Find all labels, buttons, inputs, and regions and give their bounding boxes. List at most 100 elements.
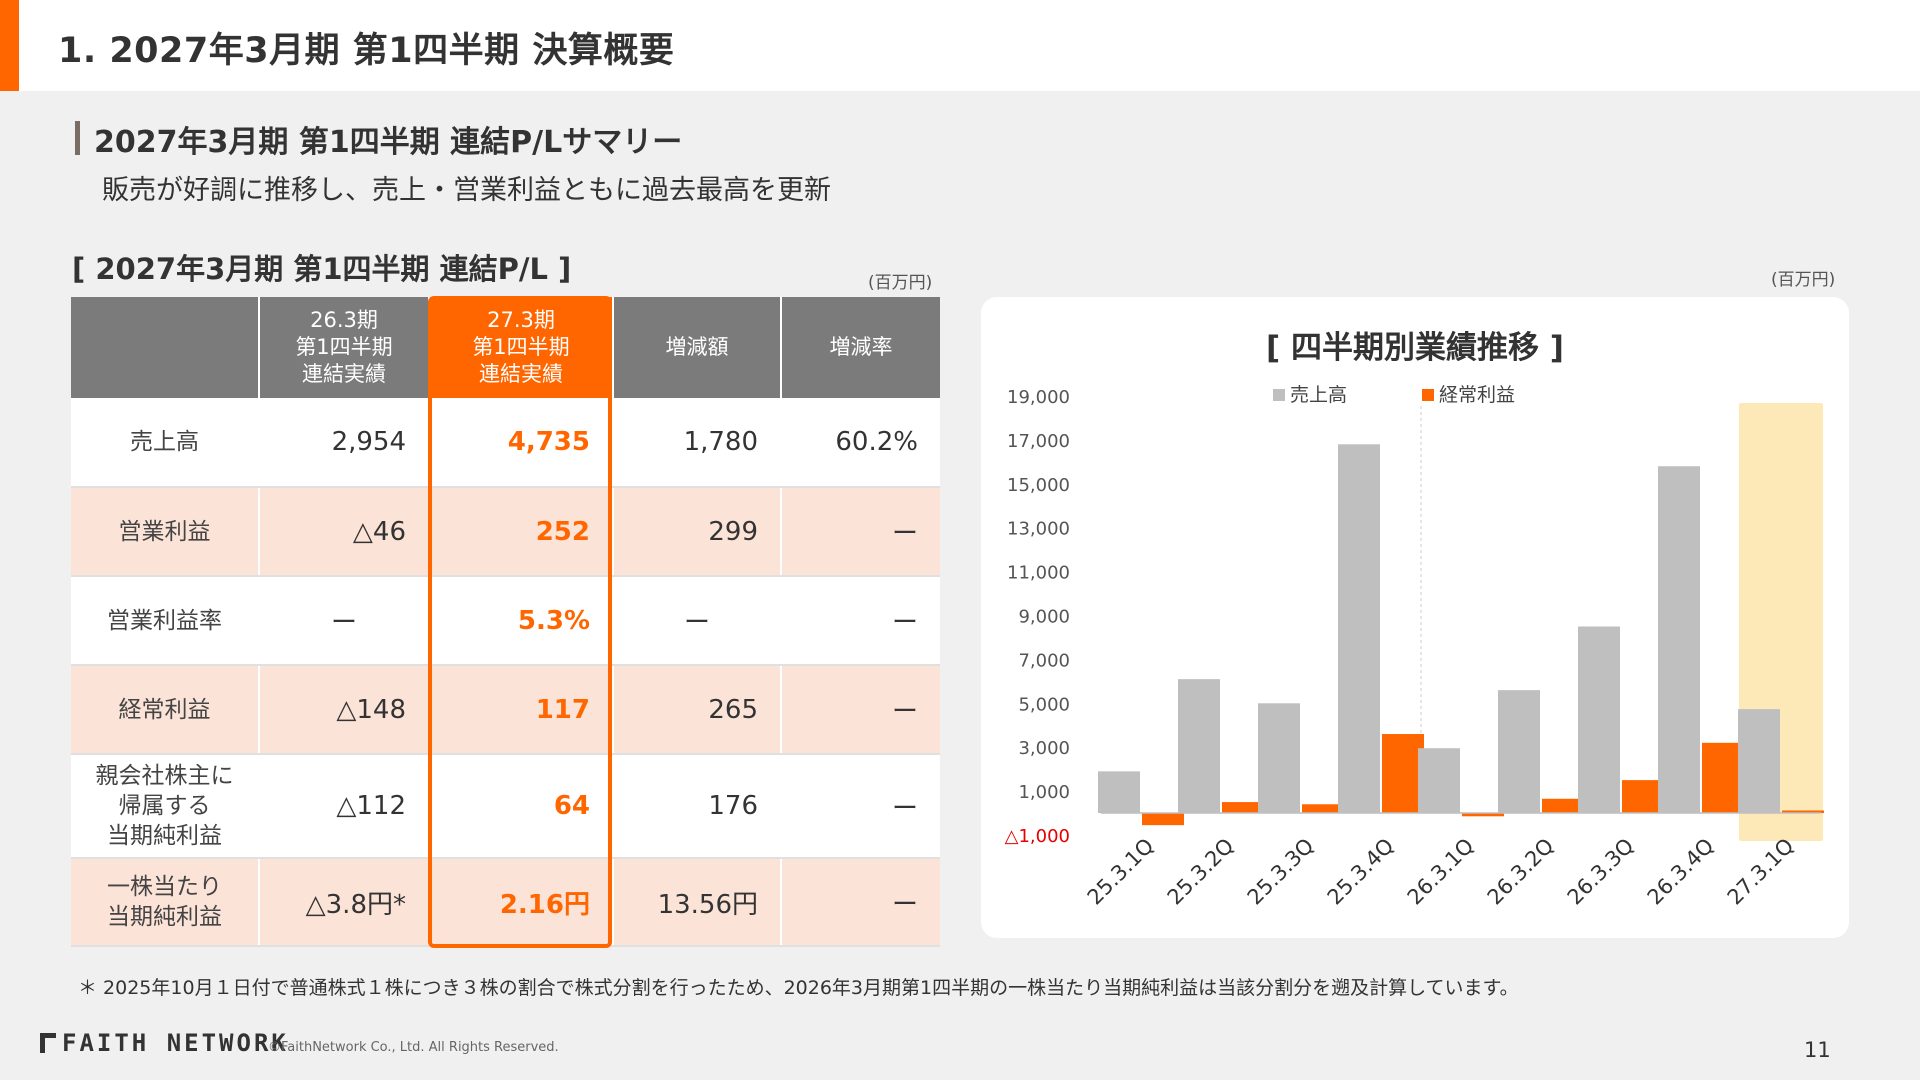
cell-diff: 176 <box>613 754 782 859</box>
cell-curr: 5.3% <box>429 576 614 666</box>
y-tick-label: 5,000 <box>1018 694 1070 715</box>
header-accent-bar <box>0 0 19 91</box>
sales-bar <box>1098 771 1140 814</box>
cell-diff: 13.56円 <box>613 858 782 947</box>
sales-bar <box>1738 709 1780 814</box>
quarterly-chart: [ 四半期別業績推移 ] 19,000 17,000 15,000 13,000 11,0… <box>1005 330 1824 910</box>
cell-curr: 117 <box>429 665 614 755</box>
sales-bar <box>1658 466 1700 814</box>
ordinary-profit-bar <box>1302 804 1344 814</box>
x-category-label: 25.3.2Q <box>1163 834 1239 910</box>
legend-swatch <box>1422 389 1434 401</box>
col-header-diff: 増減額 <box>665 335 729 359</box>
sales-bar <box>1418 748 1460 814</box>
copyright: ©FaithNetwork Co., Ltd. All Rights Reser… <box>268 1040 559 1055</box>
cell-rate: ー <box>781 576 940 666</box>
cell-curr: 64 <box>429 754 614 859</box>
sales-bar <box>1258 703 1300 814</box>
cell-prev: △3.8円* <box>259 858 430 947</box>
cell-prev: △112 <box>259 754 430 859</box>
slide-title: 1. 2027年3月期 第1四半期 決算概要 <box>58 31 675 71</box>
cell-rate: ー <box>781 487 940 577</box>
x-category-label: 26.3.3Q <box>1563 834 1639 910</box>
cell-prev: △148 <box>259 665 430 755</box>
y-tick-label: 17,000 <box>1007 431 1070 452</box>
x-category-label: 26.3.4Q <box>1643 834 1719 910</box>
table-row: 一株当たり 当期純利益 △3.8円* 2.16円 13.56円 ー <box>71 858 940 947</box>
pl-table: 26.3期 第1四半期 連結実績 27.3期 第1四半期 連結実績 増減額 増減… <box>71 297 940 947</box>
chart-unit: (百万円) <box>1771 270 1836 290</box>
ordinary-profit-bar <box>1782 810 1824 814</box>
legend-label: 売上高 <box>1290 384 1347 406</box>
cell-curr: 2.16円 <box>429 858 614 947</box>
table-title: [ 2027年3月期 第1四半期 連結P/L ] <box>72 252 572 286</box>
y-tick-label: 19,000 <box>1007 387 1070 408</box>
table-header-cell: 増減率 <box>781 297 940 398</box>
sales-bar <box>1338 444 1380 814</box>
row-label: 営業利益率 <box>71 576 260 666</box>
cell-diff: 265 <box>613 665 782 755</box>
table-header-cell <box>71 297 260 398</box>
logo-text: FAITH NETWORK <box>62 1029 289 1057</box>
row-label: 営業利益 <box>71 487 260 577</box>
table-row: 経常利益 △148 117 265 ー <box>71 665 940 755</box>
cell-diff: ー <box>613 576 782 666</box>
col-header-prev: 26.3期 第1四半期 連結実績 <box>295 308 393 386</box>
cell-rate: 60.2% <box>781 398 940 488</box>
cell-prev: ー <box>259 576 430 666</box>
table-header-cell: 27.3期 第1四半期 連結実績 <box>429 297 614 398</box>
section-title: 2027年3月期 第1四半期 連結P/Lサマリー <box>94 125 683 160</box>
x-category-label: 26.3.2Q <box>1483 834 1559 910</box>
quarterly-chart-card: [ 四半期別業績推移 ] 19,000 17,000 15,000 13,000 11,0… <box>981 297 1849 938</box>
chart-title: [ 四半期別業績推移 ] <box>1266 330 1564 366</box>
sales-bar <box>1498 690 1540 814</box>
ordinary-profit-bar <box>1462 813 1504 817</box>
logo-mark-icon <box>40 1033 56 1053</box>
y-tick-label: 1,000 <box>1018 782 1070 803</box>
sales-bar <box>1578 626 1620 814</box>
ordinary-profit-bar <box>1622 780 1664 814</box>
cell-diff: 299 <box>613 487 782 577</box>
row-label: 売上高 <box>71 398 260 488</box>
cell-prev: 2,954 <box>259 398 430 488</box>
company-logo: FAITH NETWORK <box>40 1029 289 1057</box>
y-tick-label: 15,000 <box>1007 475 1070 496</box>
y-tick-label: 9,000 <box>1018 607 1070 628</box>
table-unit: (百万円) <box>868 273 933 293</box>
row-label: 親会社株主に 帰属する 当期純利益 <box>71 754 260 859</box>
table-header-cell: 増減額 <box>613 297 782 398</box>
cell-rate: ー <box>781 754 940 859</box>
ordinary-profit-bar <box>1702 742 1744 814</box>
x-category-label: 25.3.4Q <box>1323 834 1399 910</box>
col-header-curr: 27.3期 第1四半期 連結実績 <box>472 308 570 386</box>
x-category-label: 25.3.3Q <box>1243 834 1319 910</box>
section-marker <box>75 121 80 155</box>
ordinary-profit-bar <box>1142 813 1184 826</box>
y-tick-label: 3,000 <box>1018 738 1070 759</box>
footnote: ＊ 2025年10月１日付で普通株式１株につき３株の割合で株式分割を行ったため、… <box>78 977 1519 999</box>
x-category-label: 27.3.1Q <box>1723 834 1799 910</box>
x-category-label: 25.3.1Q <box>1083 834 1159 910</box>
section-subtitle: 販売が好調に推移し、売上・営業利益ともに過去最高を更新 <box>102 175 831 206</box>
cell-prev: △46 <box>259 487 430 577</box>
legend-swatch <box>1273 389 1285 401</box>
x-category-label: 26.3.1Q <box>1403 834 1479 910</box>
slide-header: 1. 2027年3月期 第1四半期 決算概要 <box>0 0 1920 91</box>
cell-rate: ー <box>781 858 940 947</box>
y-tick-label: △1,000 <box>1005 826 1070 847</box>
table-header-row: 26.3期 第1四半期 連結実績 27.3期 第1四半期 連結実績 増減額 増減… <box>71 297 940 398</box>
y-tick-label: 11,000 <box>1007 563 1070 584</box>
y-tick-label: 13,000 <box>1007 519 1070 540</box>
cell-curr: 4,735 <box>429 398 614 488</box>
table-row: 親会社株主に 帰属する 当期純利益 △112 64 176 ー <box>71 754 940 859</box>
ordinary-profit-bar <box>1542 798 1584 814</box>
page-number: 11 <box>1804 1038 1831 1062</box>
row-label: 経常利益 <box>71 665 260 755</box>
table-row: 売上高 2,954 4,735 1,780 60.2% <box>71 398 940 488</box>
cell-rate: ー <box>781 665 940 755</box>
table-row: 営業利益率 ー 5.3% ー ー <box>71 576 940 666</box>
ordinary-profit-bar <box>1382 734 1424 814</box>
ordinary-profit-bar <box>1222 802 1264 814</box>
legend-label: 経常利益 <box>1439 384 1515 406</box>
row-label: 一株当たり 当期純利益 <box>71 858 260 947</box>
